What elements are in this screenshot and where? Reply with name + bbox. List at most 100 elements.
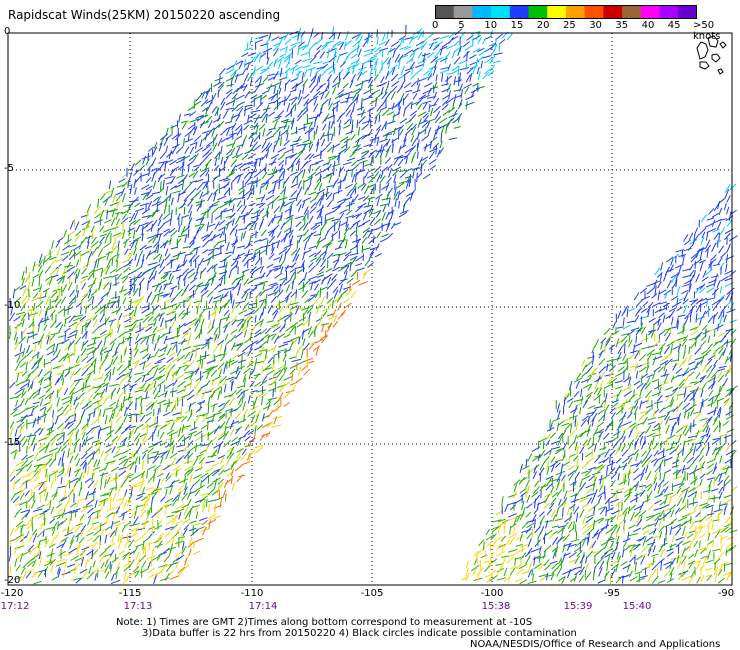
wind-barb [82, 340, 89, 347]
wind-barb [634, 342, 643, 348]
wind-barb [609, 407, 616, 414]
wind-barb [139, 415, 146, 422]
wind-barb [109, 268, 118, 274]
wind-barb [142, 191, 149, 201]
wind-barb [88, 565, 92, 574]
wind-barb [707, 343, 714, 350]
wind-barb [243, 124, 250, 131]
wind-barb [120, 285, 124, 293]
wind-barb [218, 67, 226, 76]
wind-barb [117, 444, 126, 448]
wind-barb [81, 220, 89, 226]
wind-barb [196, 414, 205, 417]
wind-barb [57, 422, 64, 430]
wind-barb [229, 419, 235, 430]
wind-barb [442, 94, 450, 100]
wind-barb [324, 329, 327, 338]
wind-barb [398, 181, 407, 184]
wind-barb [274, 167, 284, 173]
wind-barb [33, 452, 39, 461]
wind-barb [147, 465, 156, 471]
wind-barb [147, 567, 155, 574]
wind-barb [93, 409, 96, 418]
wind-barb [121, 449, 129, 455]
wind-barb [664, 352, 673, 359]
wind-barb [30, 407, 35, 416]
wind-barb [659, 357, 669, 362]
wind-barb [193, 344, 203, 348]
wind-barb [663, 328, 670, 337]
wind-barb [188, 284, 196, 292]
wind-barb [99, 313, 105, 323]
wind-barb [202, 144, 211, 152]
wind-barb [332, 266, 341, 272]
wind-barb [212, 137, 215, 147]
wind-barb [204, 162, 209, 170]
wind-barb [310, 341, 317, 346]
wind-barb [290, 249, 298, 256]
wind-barb [241, 271, 245, 281]
wind-barb [75, 543, 81, 551]
wind-barb [247, 278, 257, 285]
wind-barb [170, 285, 178, 290]
wind-barb [670, 375, 675, 383]
wind-barb [99, 233, 108, 237]
wind-barb [324, 230, 329, 238]
wind-barb [484, 57, 492, 64]
wind-barb [320, 335, 328, 344]
wind-barb [302, 279, 311, 287]
wind-barb [273, 352, 281, 357]
wind-barb [223, 467, 231, 473]
wind-barb [325, 184, 335, 188]
wind-barb [670, 274, 678, 283]
wind-barb [178, 478, 189, 484]
wind-barb [141, 474, 145, 484]
wind-barb [579, 430, 587, 438]
wind-barb [165, 367, 173, 376]
wind-barb [657, 394, 663, 402]
wind-barb [146, 555, 155, 560]
wind-barb [69, 220, 74, 230]
wind-barb [446, 83, 452, 93]
wind-barb [308, 330, 314, 338]
wind-barb [433, 81, 438, 89]
wind-barb [76, 533, 80, 543]
wind-barb [206, 256, 212, 266]
wind-barb [614, 371, 624, 377]
wind-barb [99, 493, 109, 497]
wind-barb [56, 508, 63, 515]
wind-barb [80, 348, 87, 357]
wind-barb [230, 315, 238, 323]
wind-barb [331, 82, 340, 88]
wind-barb [78, 392, 86, 398]
wind-barb [26, 434, 36, 438]
wind-barb [178, 309, 186, 317]
wind-barb [159, 577, 170, 582]
wind-barb [307, 360, 315, 364]
wind-barb [139, 326, 149, 330]
wind-barb [105, 555, 112, 563]
wind-barb [644, 382, 651, 390]
wind-barb [104, 461, 110, 471]
wind-barb [45, 468, 48, 478]
wind-barb [253, 134, 260, 143]
wind-barb [654, 308, 662, 314]
wind-barb [355, 255, 364, 262]
wind-barb [433, 60, 438, 69]
wind-barb [282, 181, 285, 189]
wind-barb [170, 320, 176, 329]
wind-barb [327, 48, 330, 59]
wind-barb [265, 205, 270, 214]
wind-barb [76, 290, 79, 299]
wind-barb [163, 137, 169, 147]
wind-barb [52, 469, 60, 473]
wind-barb [405, 167, 413, 173]
wind-barb [135, 224, 141, 233]
wind-barb [304, 297, 311, 304]
wind-barb [327, 314, 338, 320]
wind-barb [195, 178, 204, 183]
wind-barb [255, 202, 264, 206]
wind-barb [213, 327, 218, 336]
wind-barb [61, 536, 69, 543]
wind-barb [183, 194, 190, 202]
